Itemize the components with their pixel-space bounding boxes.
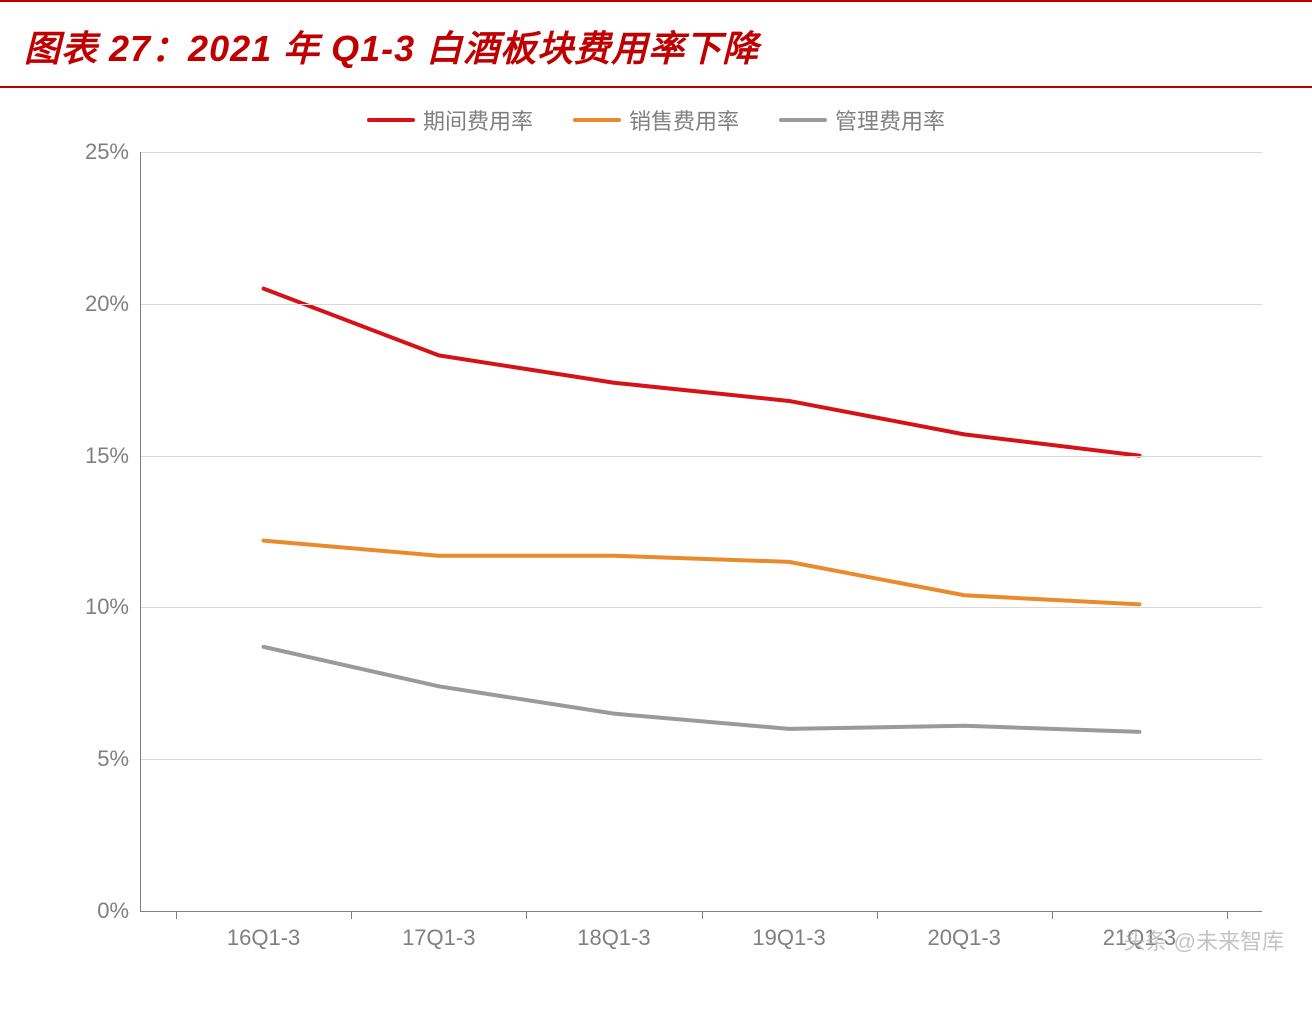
title-bar: 图表 27：2021 年 Q1-3 白酒板块费用率下降 (0, 2, 1312, 88)
ytick-label: 5% (97, 746, 129, 772)
xtick-mark (877, 911, 878, 919)
gridline (141, 456, 1262, 457)
legend-item: 管理费用率 (779, 104, 945, 136)
xtick-label: 17Q1-3 (402, 925, 475, 951)
line-series-svg (141, 152, 1262, 911)
xtick-mark (1227, 911, 1228, 919)
legend-swatch (779, 118, 827, 122)
legend-label: 期间费用率 (423, 104, 533, 136)
ytick-label: 0% (97, 898, 129, 924)
legend-swatch (573, 118, 621, 122)
series-line (264, 289, 1140, 456)
gridline (141, 152, 1262, 153)
xtick-label: 18Q1-3 (577, 925, 650, 951)
ytick-label: 20% (85, 291, 129, 317)
plot-area: 0%5%10%15%20%25%16Q1-317Q1-318Q1-319Q1-3… (140, 152, 1262, 912)
xtick-label: 20Q1-3 (928, 925, 1001, 951)
xtick-mark (1052, 911, 1053, 919)
xtick-mark (351, 911, 352, 919)
figure-container: 图表 27：2021 年 Q1-3 白酒板块费用率下降 期间费用率 销售费用率 管理… (0, 0, 1312, 1012)
series-line (264, 541, 1140, 605)
legend: 期间费用率 销售费用率 管理费用率 (0, 104, 1312, 136)
xtick-label: 16Q1-3 (227, 925, 300, 951)
gridline (141, 607, 1262, 608)
legend-item: 销售费用率 (573, 104, 739, 136)
xtick-label: 19Q1-3 (752, 925, 825, 951)
legend-label: 销售费用率 (629, 104, 739, 136)
chart-title: 图表 27：2021 年 Q1-3 白酒板块费用率下降 (24, 28, 759, 69)
xtick-mark (702, 911, 703, 919)
gridline (141, 304, 1262, 305)
series-line (264, 647, 1140, 732)
legend-label: 管理费用率 (835, 104, 945, 136)
gridline (141, 759, 1262, 760)
ytick-label: 25% (85, 139, 129, 165)
xtick-mark (176, 911, 177, 919)
ytick-label: 10% (85, 594, 129, 620)
legend-item: 期间费用率 (367, 104, 533, 136)
xtick-mark (526, 911, 527, 919)
ytick-label: 15% (85, 443, 129, 469)
legend-swatch (367, 118, 415, 122)
watermark-text: 头条 @未来智库 (1124, 924, 1284, 956)
chart-area: 0%5%10%15%20%25%16Q1-317Q1-318Q1-319Q1-3… (60, 152, 1282, 972)
